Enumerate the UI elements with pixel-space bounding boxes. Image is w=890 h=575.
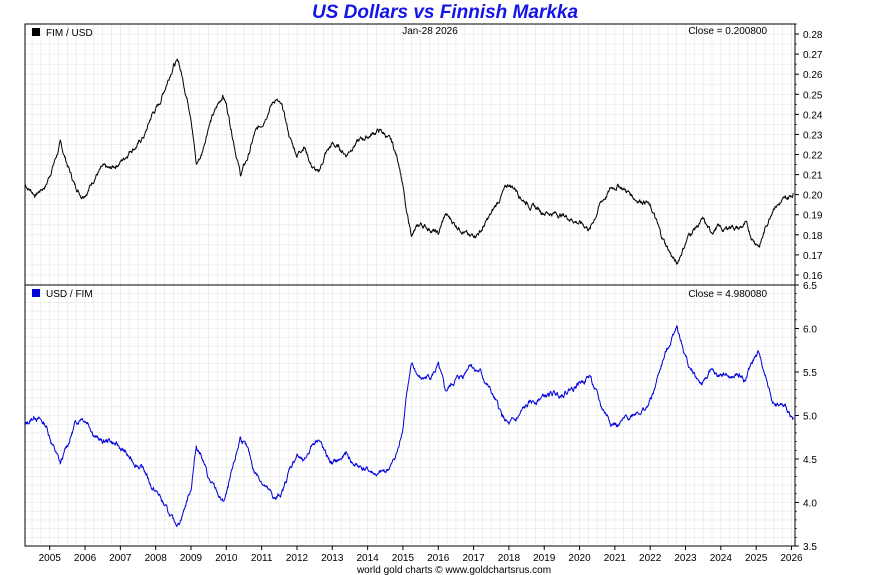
x-tick-label: 2011 [251, 553, 273, 564]
y-tick-label: 0.18 [803, 231, 823, 242]
x-tick-label: 2006 [74, 553, 97, 564]
lower-panel-grid [25, 284, 795, 547]
x-tick-label: 2023 [674, 553, 697, 564]
y-tick-label: 6.5 [803, 281, 817, 292]
x-tick-label: 2010 [215, 553, 238, 564]
y-tick-label: 0.22 [803, 151, 823, 162]
y-tick-label: 0.17 [803, 251, 823, 262]
y-tick-label: 3.5 [803, 542, 817, 553]
x-tick-label: 2008 [145, 553, 168, 564]
y-tick-label: 0.28 [803, 30, 823, 41]
upper-series-group [24, 58, 794, 265]
upper-close-label: Close = 0.200800 [688, 26, 767, 37]
x-tick-label: 2018 [498, 553, 521, 564]
footer-credit: world gold charts © www.goldchartsrus.co… [356, 565, 551, 575]
lower-series-line [24, 325, 794, 528]
lower-y-axis: 3.5 4.0 4.5 5.0 5.5 6.0 6.5 [795, 281, 817, 553]
y-tick-label: 0.25 [803, 90, 823, 101]
y-tick-label: 0.26 [803, 70, 823, 81]
x-tick-label: 2021 [604, 553, 627, 564]
upper-series-line [24, 58, 794, 265]
y-tick-label: 0.23 [803, 130, 823, 141]
y-tick-label: 6.0 [803, 325, 817, 336]
y-tick-label: 0.20 [803, 191, 823, 202]
x-tick-label: 2009 [180, 553, 203, 564]
date-label: Jan-28 2026 [402, 26, 458, 37]
upper-legend-swatch [32, 28, 40, 36]
lower-legend-label: USD / FIM [46, 289, 93, 300]
y-tick-label: 5.0 [803, 412, 817, 423]
y-tick-label: 0.27 [803, 50, 823, 61]
y-tick-label: 0.21 [803, 171, 823, 182]
x-tick-label: 2007 [109, 553, 132, 564]
chart-title: US Dollars vs Finnish Markka [311, 2, 579, 23]
y-tick-label: 0.16 [803, 271, 823, 282]
x-tick-label: 2024 [710, 553, 733, 564]
y-tick-label: 0.24 [803, 110, 823, 121]
x-tick-label: 2015 [392, 553, 415, 564]
x-tick-label: 2005 [39, 553, 62, 564]
upper-legend-label: FIM / USD [46, 28, 93, 39]
upper-y-axis: 0.16 0.17 0.18 0.19 0.20 0.21 0.22 0.23 0.24 0.25… [795, 23, 823, 286]
x-tick-label: 2017 [462, 553, 485, 564]
lower-legend-swatch [32, 289, 40, 297]
y-tick-label: 4.0 [803, 499, 817, 510]
x-tick-label: 2014 [356, 553, 379, 564]
y-tick-label: 5.5 [803, 368, 817, 379]
x-tick-label: 2026 [780, 553, 803, 564]
y-tick-label: 0.19 [803, 211, 823, 222]
y-tick-label: 4.5 [803, 455, 817, 466]
x-tick-label: 2019 [533, 553, 556, 564]
x-tick-label: 2025 [745, 553, 768, 564]
x-tick-label: 2013 [321, 553, 344, 564]
upper-panel-grid [25, 23, 795, 286]
x-tick-label: 2012 [286, 553, 309, 564]
x-tick-label: 2020 [568, 553, 591, 564]
lower-close-label: Close = 4.980080 [688, 289, 767, 300]
x-tick-label: 2022 [639, 553, 662, 564]
x-axis: 2005 2006 2007 2008 2009 2010 2011 2012 2013 2014… [39, 546, 803, 564]
lower-series-group [24, 325, 794, 528]
x-tick-label: 2016 [427, 553, 450, 564]
